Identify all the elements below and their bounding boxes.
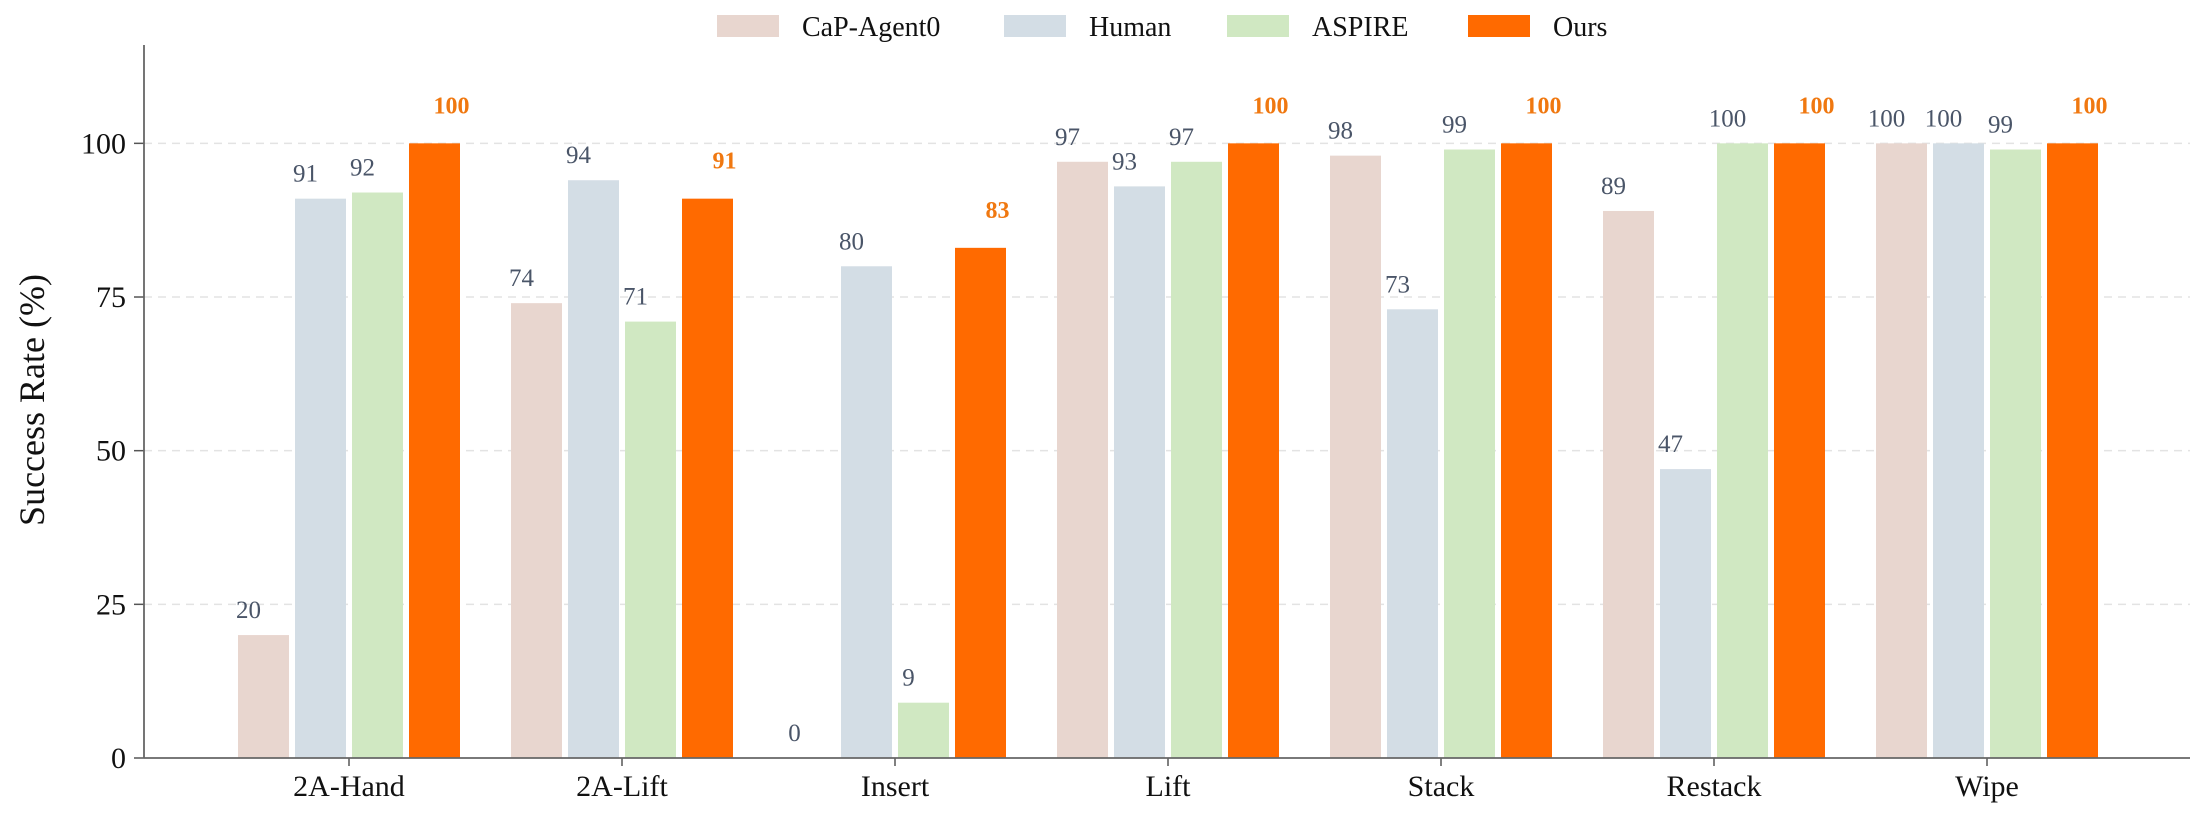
bar-human-wipe — [1933, 143, 1984, 758]
x-tick-label: Wipe — [1955, 770, 2019, 803]
y-tick-label: 25 — [96, 588, 126, 621]
y-tick-label: 75 — [96, 281, 126, 314]
data-label: 99 — [1988, 111, 2013, 138]
bar-aspire-2a-lift — [625, 321, 676, 758]
bar-cap-agent0-wipe — [1876, 143, 1927, 758]
x-tick-label: Stack — [1408, 770, 1475, 803]
legend-swatch — [1468, 15, 1530, 37]
bar-human-restack — [1660, 469, 1711, 758]
data-label: 92 — [350, 155, 375, 182]
legend-swatch — [717, 15, 779, 37]
data-label: 98 — [1328, 118, 1353, 145]
data-label: 9 — [902, 665, 915, 692]
bar-human-lift — [1114, 186, 1165, 758]
data-label: 99 — [1442, 111, 1467, 138]
gridlines — [144, 142, 2190, 606]
data-label: 97 — [1169, 124, 1194, 151]
data-label: 20 — [236, 597, 261, 624]
bar-cap-agent0-stack — [1330, 155, 1381, 758]
legend-label: CaP-Agent0 — [802, 12, 940, 43]
data-labels: 20 91 92 100 74 94 71 91 0 80 9 83 97 93 97 100 98 73 99 10… — [236, 93, 2108, 747]
bar-aspire-wipe — [1990, 149, 2041, 758]
y-tick-label: 50 — [96, 435, 126, 468]
data-label: 83 — [986, 198, 1010, 224]
data-label: 71 — [623, 284, 648, 311]
data-label: 0 — [788, 720, 801, 747]
x-tick-label: Lift — [1146, 770, 1192, 803]
bar-aspire-2a-hand — [352, 192, 403, 759]
data-label: 74 — [509, 265, 535, 292]
bar-human-insert — [841, 266, 892, 758]
y-axis-label: Success Rate (%) — [12, 274, 52, 526]
bar-ours-lift — [1228, 143, 1279, 758]
bar-aspire-lift — [1171, 161, 1222, 758]
y-tick-label: 0 — [111, 742, 126, 775]
bar-human-stack — [1387, 309, 1438, 758]
bar-cap-agent0-restack — [1603, 210, 1654, 758]
bar-ours-stack — [1501, 143, 1552, 758]
data-label: 100 — [1526, 93, 1562, 119]
bar-aspire-restack — [1717, 143, 1768, 758]
bar-cap-agent0-2a-hand — [238, 635, 289, 758]
data-label: 89 — [1601, 173, 1626, 200]
data-label: 94 — [566, 142, 592, 169]
bar-aspire-stack — [1444, 149, 1495, 758]
bar-ours-insert — [955, 247, 1006, 758]
data-label: 100 — [1868, 105, 1906, 132]
x-tick-label: 2A-Lift — [576, 770, 668, 803]
bar-cap-agent0-2a-lift — [511, 303, 562, 758]
data-label: 91 — [293, 161, 318, 188]
axes: 0 25 50 75 100 2A-Hand 2A-Lift Insert Lift Stack R… — [81, 45, 2190, 803]
bar-ours-wipe — [2047, 143, 2098, 758]
data-label: 47 — [1658, 431, 1683, 458]
legend-swatch — [1004, 15, 1066, 37]
data-label: 100 — [1925, 105, 1963, 132]
data-label: 80 — [839, 228, 864, 255]
y-tick-label: 100 — [81, 127, 126, 160]
data-label: 93 — [1112, 148, 1137, 175]
legend: CaP-Agent0 Human ASPIRE Ours — [717, 12, 1607, 43]
data-label: 91 — [713, 149, 737, 175]
legend-label: Human — [1089, 12, 1171, 43]
bar-ours-2a-hand — [409, 143, 460, 758]
data-label: 100 — [1253, 93, 1289, 119]
bars — [238, 143, 2098, 759]
x-tick-label: Insert — [861, 770, 930, 803]
bar-cap-agent0-lift — [1057, 161, 1108, 758]
bar-human-2a-hand — [295, 198, 346, 758]
legend-label: ASPIRE — [1312, 12, 1408, 43]
bar-aspire-insert — [898, 702, 949, 758]
legend-swatch — [1227, 15, 1289, 37]
bar-ours-restack — [1774, 143, 1825, 758]
data-label: 100 — [434, 93, 470, 119]
data-label: 100 — [1799, 93, 1835, 119]
data-label: 100 — [2072, 93, 2108, 119]
legend-label: Ours — [1553, 12, 1607, 43]
bar-human-2a-lift — [568, 180, 619, 759]
x-tick-label: Restack — [1667, 770, 1762, 803]
data-label: 100 — [1709, 105, 1747, 132]
data-label: 97 — [1055, 124, 1080, 151]
x-tick-label: 2A-Hand — [293, 770, 405, 803]
bar-ours-2a-lift — [682, 198, 733, 758]
data-label: 73 — [1385, 271, 1410, 298]
